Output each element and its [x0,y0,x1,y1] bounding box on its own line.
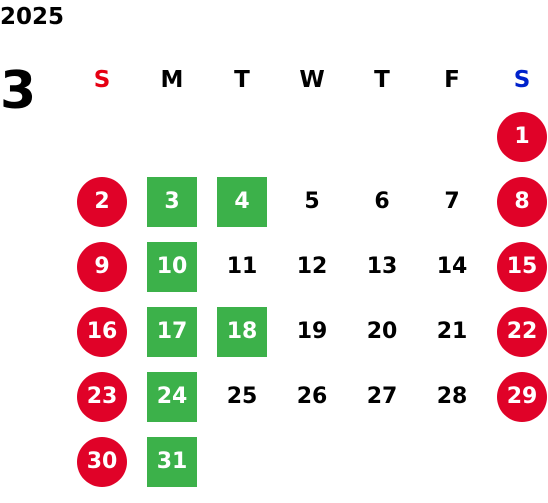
marked-day-number: 10 [147,241,197,292]
marked-day-number: 4 [217,176,267,227]
weekday-header-tue: T [234,67,250,93]
day-cell[interactable]: 4 [207,169,277,234]
day-cell[interactable]: 25 [207,364,277,429]
marked-day-number: 3 [147,176,197,227]
day-cell[interactable]: 6 [347,169,417,234]
day-number: 25 [226,384,258,409]
day-cell[interactable]: 8 [487,169,548,234]
holiday-day-number: 15 [497,241,547,292]
day-cell[interactable]: 5 [277,169,347,234]
marked-day-number: 24 [147,371,197,422]
day-cell[interactable]: 10 [137,234,207,299]
day-number: 28 [436,384,468,409]
weekday-header-thu: T [374,67,390,93]
day-cell[interactable]: 12 [277,234,347,299]
day-number: 20 [366,319,398,344]
holiday-day-number: 16 [77,306,127,357]
weekday-header-wed: W [299,67,325,93]
empty-cell [277,104,347,169]
marked-day-number: 17 [147,306,197,357]
weekday-header-sun: S [93,67,111,93]
calendar-month: 3 [0,61,37,121]
empty-cell [207,104,277,169]
day-cell[interactable]: 2 [67,169,137,234]
day-cell[interactable]: 19 [277,299,347,364]
day-cell[interactable]: 13 [347,234,417,299]
day-cell[interactable]: 24 [137,364,207,429]
day-number: 7 [444,189,460,214]
holiday-day-number: 1 [497,111,547,162]
holiday-day-number: 8 [497,176,547,227]
day-cell[interactable]: 28 [417,364,487,429]
day-number: 12 [296,254,328,279]
day-number: 6 [374,189,390,214]
empty-cell [137,104,207,169]
day-cell[interactable]: 23 [67,364,137,429]
holiday-day-number: 23 [77,371,127,422]
day-cell[interactable]: 16 [67,299,137,364]
holiday-day-number: 2 [77,176,127,227]
holiday-day-number: 9 [77,241,127,292]
day-number: 26 [296,384,328,409]
day-cell[interactable]: 7 [417,169,487,234]
holiday-day-number: 22 [497,306,547,357]
day-cell[interactable]: 20 [347,299,417,364]
empty-cell [67,104,137,169]
empty-cell [347,104,417,169]
day-cell[interactable]: 17 [137,299,207,364]
day-number: 5 [304,189,320,214]
calendar-grid: S M T W T F S 1 2 3 4 5 6 7 8 9 10 11 12 13 14 15 16 17 18 19 20 21… [67,56,548,494]
weekday-header-mon: M [160,67,184,93]
day-cell[interactable]: 31 [137,429,207,494]
day-cell[interactable]: 14 [417,234,487,299]
day-cell[interactable]: 27 [347,364,417,429]
weekday-header-sat: S [513,67,531,93]
day-cell[interactable]: 22 [487,299,548,364]
day-cell[interactable]: 15 [487,234,548,299]
day-number: 14 [436,254,468,279]
holiday-day-number: 30 [77,436,127,487]
holiday-day-number: 29 [497,371,547,422]
marked-day-number: 31 [147,436,197,487]
calendar-year: 2025 [0,4,65,30]
day-number: 13 [366,254,398,279]
day-number: 19 [296,319,328,344]
day-number: 21 [436,319,468,344]
day-cell[interactable]: 3 [137,169,207,234]
weekday-header-fri: F [444,67,460,93]
day-cell[interactable]: 29 [487,364,548,429]
day-number: 11 [226,254,258,279]
empty-cell [417,104,487,169]
day-cell[interactable]: 26 [277,364,347,429]
marked-day-number: 18 [217,306,267,357]
day-cell[interactable]: 30 [67,429,137,494]
day-number: 27 [366,384,398,409]
day-cell[interactable]: 9 [67,234,137,299]
day-cell[interactable]: 18 [207,299,277,364]
day-cell[interactable]: 1 [487,104,548,169]
day-cell[interactable]: 21 [417,299,487,364]
day-cell[interactable]: 11 [207,234,277,299]
